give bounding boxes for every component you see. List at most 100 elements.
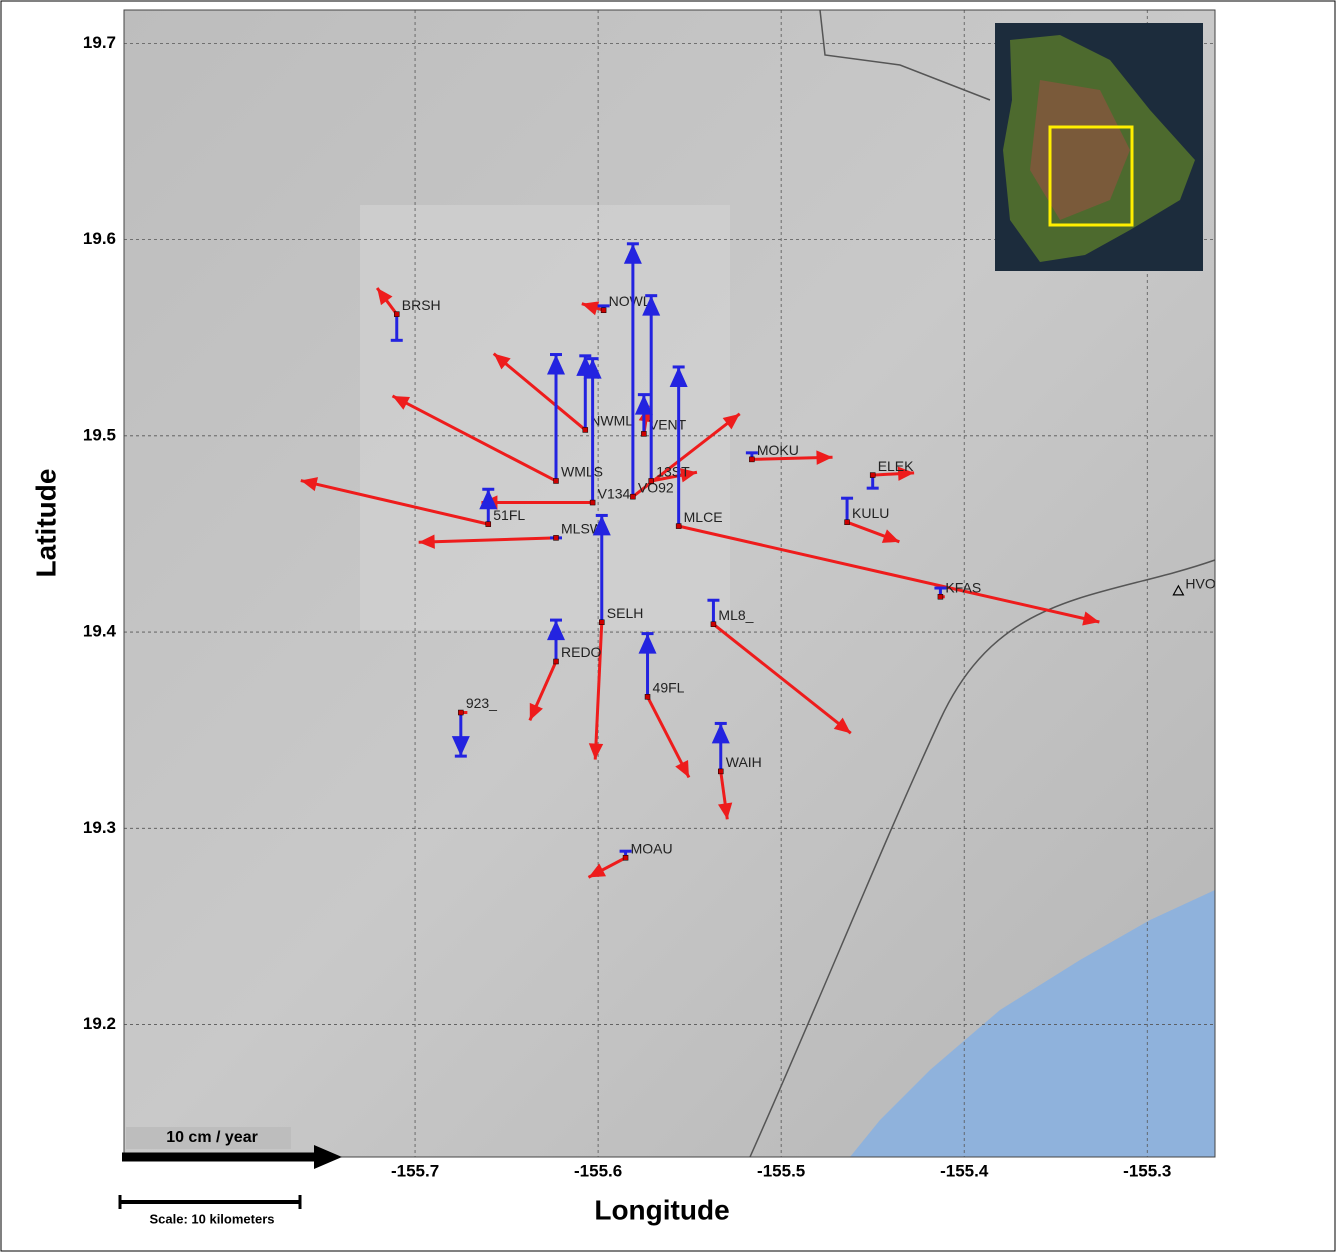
legend-arrow-head	[314, 1145, 342, 1169]
station-marker	[622, 854, 629, 861]
horizontal-velocity-head	[833, 717, 851, 734]
horizontal-velocity-head	[493, 353, 511, 370]
horizontal-velocity	[418, 536, 557, 544]
y-tick-label: 19.4	[83, 622, 117, 641]
station-label: WMLS	[561, 464, 603, 480]
inset-map	[995, 23, 1203, 271]
vertical-velocity-head	[592, 515, 611, 536]
station-label: VENT	[649, 417, 687, 433]
horizontal-velocity-head	[1082, 611, 1100, 626]
y-tick-label: 19.3	[83, 818, 116, 837]
vertical-velocity-head	[547, 620, 566, 641]
y-axis-label: Latitude	[30, 469, 61, 578]
landmark-marker	[1172, 584, 1185, 596]
horizontal-velocity-head	[717, 802, 733, 820]
station-label: KULU	[852, 505, 889, 521]
x-tick-label: -155.6	[574, 1161, 622, 1180]
station-label: NOWL	[609, 293, 651, 309]
horizontal-velocity	[712, 623, 852, 735]
y-tick-label: 19.5	[83, 425, 116, 444]
station-label: ELEK	[878, 458, 914, 474]
station-marker	[394, 311, 400, 317]
vertical-velocity-head	[634, 394, 653, 415]
fault-line	[749, 559, 1216, 1158]
horizontal-velocity-head	[377, 288, 393, 306]
scale-bar-label: Scale: 10 kilometers	[149, 1211, 274, 1226]
hillshade-patch	[360, 205, 730, 630]
horizontal-velocity	[593, 622, 604, 760]
horizontal-velocity	[391, 394, 557, 483]
inset-volcano	[1030, 80, 1130, 220]
horizontal-velocity-head	[392, 395, 411, 410]
station-marker	[600, 307, 607, 313]
horizontal-velocity-head	[816, 450, 833, 465]
station-marker	[675, 523, 682, 529]
horizontal-velocity-head	[418, 534, 435, 549]
station-label: MOKU	[757, 442, 799, 458]
plot-frame	[123, 9, 1216, 1158]
station-marker	[718, 768, 724, 775]
station-label: MLCE	[684, 509, 723, 525]
vertical-velocity-head	[451, 736, 470, 757]
station-marker	[937, 593, 944, 600]
station-marker	[869, 472, 876, 478]
station-marker	[553, 658, 559, 665]
horizontal-velocity	[678, 524, 1100, 624]
station-label: 49FL	[653, 680, 685, 696]
road-line	[819, 9, 991, 101]
x-axis-label: Longitude	[594, 1194, 729, 1225]
vertical-velocity-head	[669, 366, 688, 387]
x-tick-label: -155.5	[757, 1161, 805, 1180]
station-marker	[553, 478, 559, 484]
inset-extent	[1048, 125, 1134, 227]
horizontal-velocity-head	[897, 466, 915, 481]
station-marker	[630, 493, 636, 500]
vertical-velocity-head	[547, 354, 566, 375]
velocity-legend: 10 cm / year	[166, 1129, 258, 1146]
x-tick-label: -155.3	[1123, 1161, 1171, 1180]
station-label: SELH	[607, 605, 644, 621]
horizontal-velocity	[492, 352, 587, 432]
station-label: ML8_	[718, 607, 753, 623]
vertical-velocity-head	[479, 489, 498, 510]
station-marker	[582, 427, 589, 433]
station-label: 923_	[466, 695, 497, 711]
horizontal-velocity-head	[588, 743, 604, 760]
station-marker	[589, 499, 596, 506]
station-marker	[458, 709, 464, 716]
vertical-velocity-head	[623, 243, 642, 264]
x-tick-label: -155.7	[391, 1161, 439, 1180]
station-marker	[648, 478, 654, 484]
station-label: BRSH	[402, 297, 441, 313]
horizontal-velocity-head	[300, 477, 319, 492]
station-label: 13ST	[656, 464, 690, 480]
station-label: VO92	[638, 479, 674, 495]
y-tick-label: 19.6	[83, 229, 116, 248]
station-label: 51FL	[493, 507, 525, 523]
x-tick-label: -155.4	[940, 1161, 989, 1180]
station-label: NWML	[590, 413, 633, 429]
horizontal-velocity-head	[588, 863, 607, 878]
vertical-velocity-head	[638, 633, 657, 654]
y-tick-label: 19.7	[83, 33, 116, 52]
horizontal-velocity-head	[581, 301, 600, 316]
station-label: WAIH	[726, 754, 762, 770]
station-label: V134	[598, 485, 631, 501]
vertical-velocity-head	[642, 295, 661, 316]
station-marker	[485, 521, 492, 527]
horizontal-velocity-head	[675, 759, 689, 778]
legend-box	[126, 1127, 291, 1149]
ocean	[850, 890, 1215, 1157]
horizontal-velocity-head	[679, 468, 697, 483]
station-marker	[599, 619, 605, 626]
station-marker	[553, 535, 559, 541]
y-tick-label: 19.2	[83, 1014, 116, 1033]
station-label: KFAS	[945, 579, 981, 595]
station-label: MLSW	[561, 521, 604, 537]
station-marker	[749, 456, 755, 463]
vertical-velocity-head	[711, 723, 730, 744]
station-marker	[844, 519, 850, 525]
landmark-label: HVO	[1185, 576, 1215, 592]
horizontal-velocity	[300, 479, 489, 526]
